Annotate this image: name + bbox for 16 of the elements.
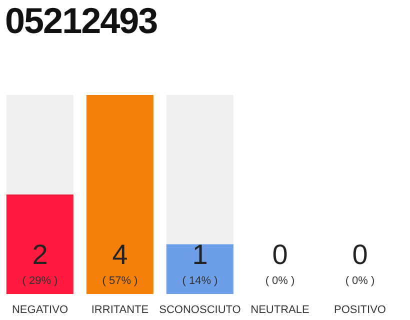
annotation: ( 0% ) (345, 275, 375, 287)
chart-title: 05212493 (5, 0, 158, 42)
x-tick-label: POSITIVO (334, 304, 386, 316)
annotation: ( 29% ) (22, 275, 58, 287)
x-tick-label: NEUTRALE (250, 304, 310, 316)
data-label: 1 (192, 239, 208, 270)
x-tick-label: SCONOSCIUTO (159, 304, 242, 316)
data-label: 0 (352, 239, 368, 270)
data-label: 4 (112, 239, 128, 270)
x-tick-label: IRRITANTE (91, 304, 149, 316)
annotation: ( 14% ) (182, 275, 218, 287)
data-label: 2 (32, 239, 48, 270)
annotation: ( 0% ) (265, 275, 295, 287)
data-label: 0 (272, 239, 288, 270)
annotation: ( 57% ) (102, 275, 138, 287)
x-tick-label: NEGATIVO (12, 304, 68, 316)
